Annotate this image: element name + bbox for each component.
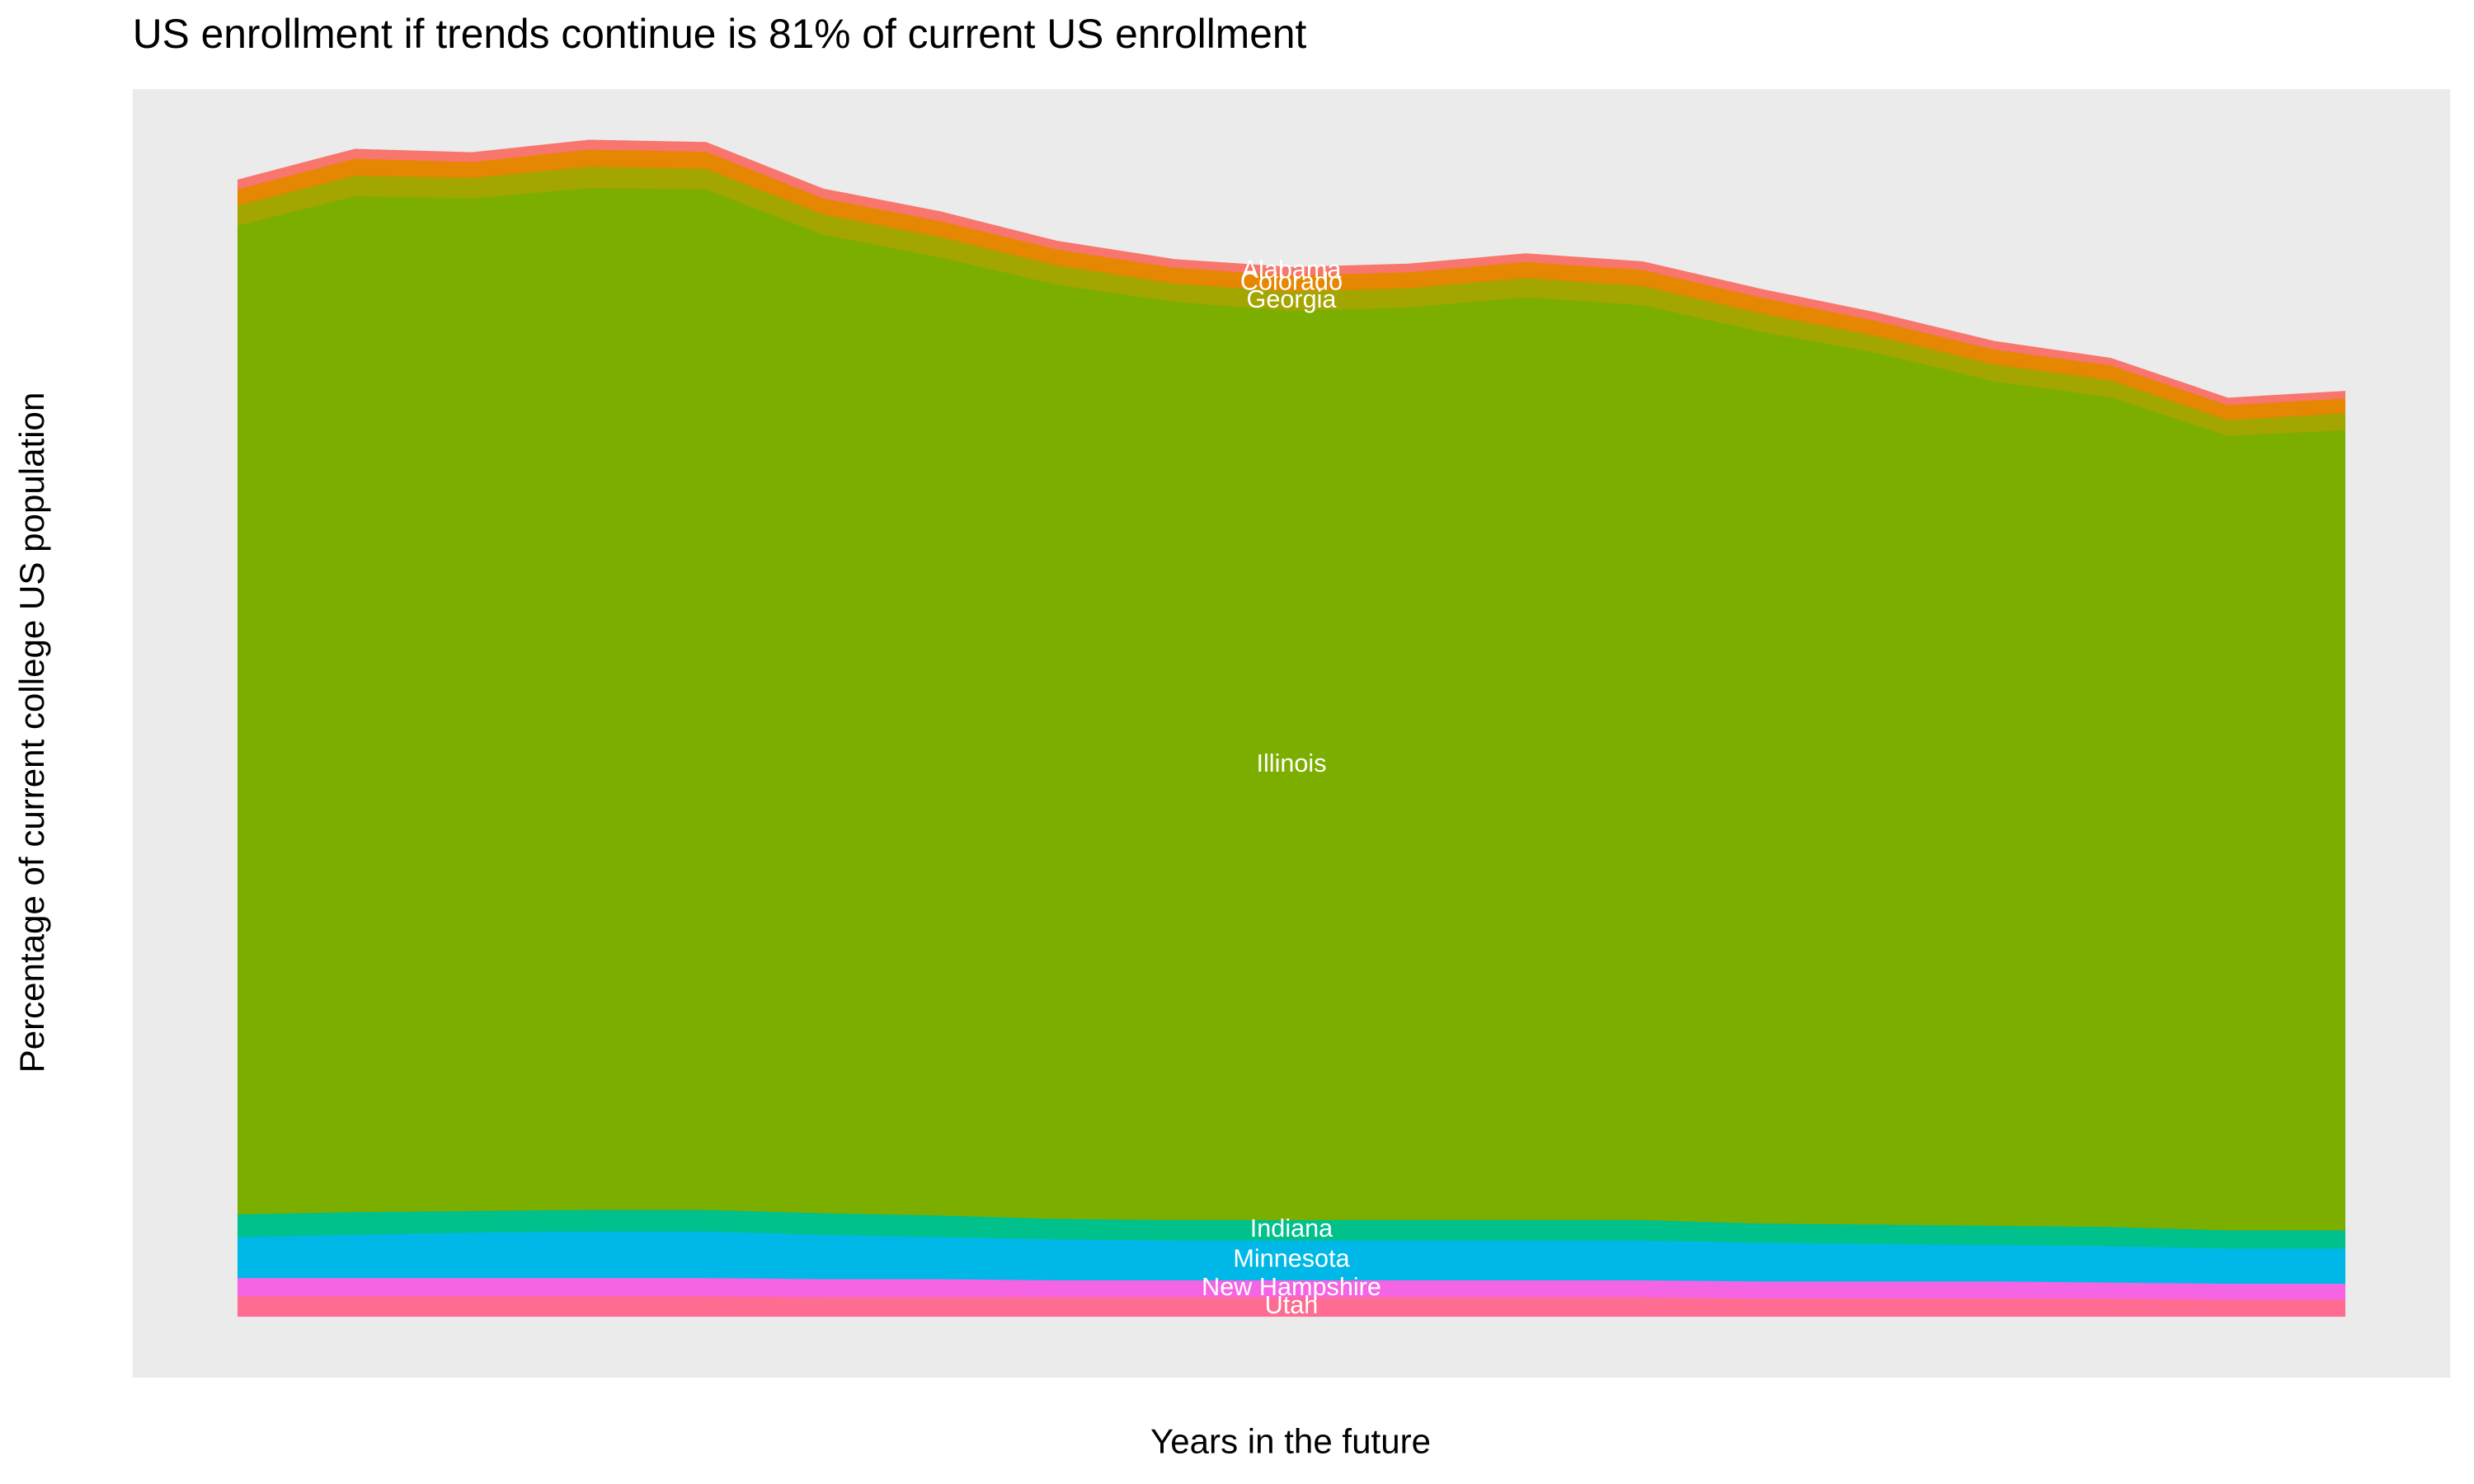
area-label: Alabama [1242,256,1343,284]
x-axis-title: Years in the future [1150,1422,1431,1461]
y-axis-title: Percentage of current college US populat… [12,392,51,1073]
area-label: Minnesota [1233,1244,1350,1272]
area-label: Indiana [1250,1214,1333,1242]
chart-title: US enrollment if trends continue is 81% … [133,11,1307,57]
area-label: Colorado [1240,268,1343,296]
area [237,139,2346,406]
area-label: New Hampshire [1202,1273,1381,1301]
area-label: Utah [1265,1291,1319,1319]
area-label: Illinois [1256,749,1326,777]
area-label: Georgia [1247,285,1338,313]
